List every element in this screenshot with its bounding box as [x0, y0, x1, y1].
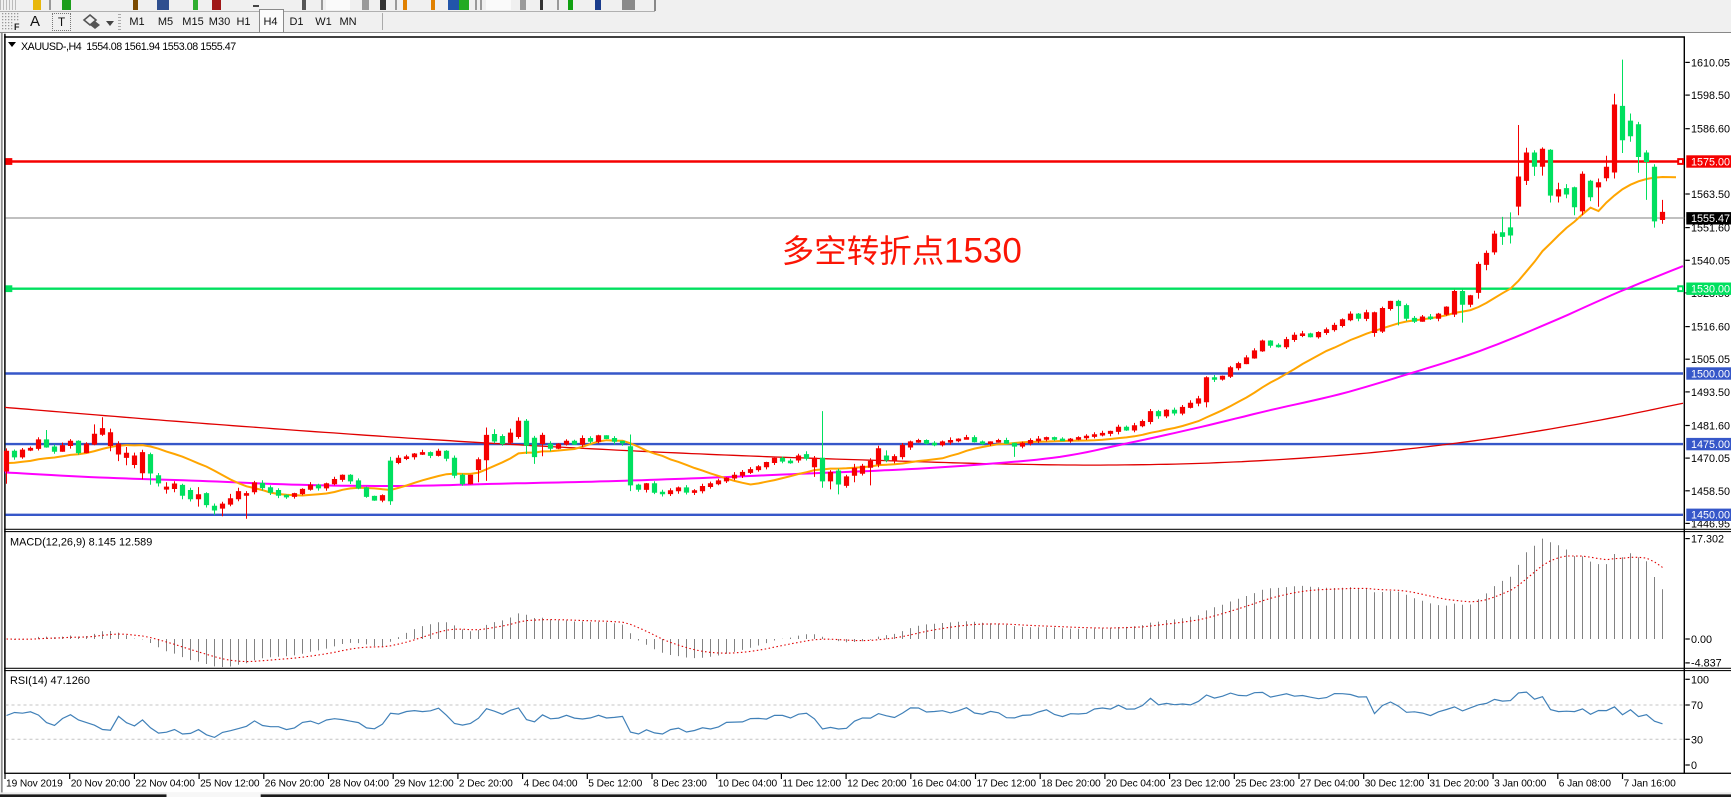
svg-text:25 Nov 12:00: 25 Nov 12:00 — [200, 779, 260, 790]
svg-text:100: 100 — [1691, 674, 1709, 686]
svg-text:30 Dec 12:00: 30 Dec 12:00 — [1365, 779, 1425, 790]
svg-text:MACD(12,26,9) 8.145 12.589: MACD(12,26,9) 8.145 12.589 — [10, 537, 152, 549]
svg-text:1530.00: 1530.00 — [1691, 284, 1730, 296]
svg-text:17 Dec 12:00: 17 Dec 12:00 — [977, 779, 1037, 790]
svg-text:6 Jan 08:00: 6 Jan 08:00 — [1559, 779, 1612, 790]
svg-text:1470.05: 1470.05 — [1691, 453, 1730, 465]
svg-text:1446.95: 1446.95 — [1691, 518, 1730, 530]
svg-text:1493.50: 1493.50 — [1691, 387, 1730, 399]
svg-text:1540.05: 1540.05 — [1691, 255, 1730, 267]
svg-text:1598.50: 1598.50 — [1691, 90, 1730, 102]
svg-text:70: 70 — [1691, 700, 1703, 712]
svg-text:5 Dec 12:00: 5 Dec 12:00 — [588, 779, 642, 790]
svg-text:23 Dec 12:00: 23 Dec 12:00 — [1171, 779, 1231, 790]
svg-text:1475.00: 1475.00 — [1691, 439, 1730, 451]
svg-text:1575.00: 1575.00 — [1691, 156, 1730, 168]
svg-text:1530: 1530 — [944, 232, 1022, 271]
svg-text:1458.50: 1458.50 — [1691, 486, 1730, 498]
svg-text:18 Dec 20:00: 18 Dec 20:00 — [1041, 779, 1101, 790]
svg-text:1481.60: 1481.60 — [1691, 421, 1730, 433]
svg-text:1505.05: 1505.05 — [1691, 354, 1730, 366]
svg-text:1500.00: 1500.00 — [1691, 368, 1730, 380]
svg-text:4 Dec 04:00: 4 Dec 04:00 — [524, 779, 578, 790]
svg-text:1450.00: 1450.00 — [1691, 510, 1730, 522]
svg-text:RSI(14) 47.1260: RSI(14) 47.1260 — [10, 675, 90, 687]
svg-text:0.00: 0.00 — [1691, 634, 1712, 646]
svg-text:11 Dec 12:00: 11 Dec 12:00 — [782, 779, 841, 790]
svg-text:1555.47: 1555.47 — [1691, 213, 1730, 225]
svg-text:27 Dec 04:00: 27 Dec 04:00 — [1300, 779, 1360, 790]
svg-text:26 Nov 20:00: 26 Nov 20:00 — [265, 779, 325, 790]
svg-text:22 Nov 04:00: 22 Nov 04:00 — [135, 779, 195, 790]
svg-text:8 Dec 23:00: 8 Dec 23:00 — [653, 779, 707, 790]
svg-text:7 Jan 16:00: 7 Jan 16:00 — [1624, 779, 1677, 790]
svg-text:10 Dec 04:00: 10 Dec 04:00 — [718, 779, 778, 790]
svg-text:12 Dec 20:00: 12 Dec 20:00 — [847, 779, 907, 790]
svg-text:2 Dec 20:00: 2 Dec 20:00 — [459, 779, 513, 790]
svg-text:25 Dec 23:00: 25 Dec 23:00 — [1235, 779, 1295, 790]
svg-text:XAUUSD-,H4 1554.08 1561.94 15: XAUUSD-,H4 1554.08 1561.94 1553.08 1555.… — [21, 41, 236, 53]
svg-text:1610.05: 1610.05 — [1691, 57, 1730, 69]
svg-text:17.302: 17.302 — [1691, 534, 1724, 546]
svg-text:0: 0 — [1691, 760, 1697, 772]
svg-text:20 Nov 20:00: 20 Nov 20:00 — [71, 779, 131, 790]
svg-text:1551.60: 1551.60 — [1691, 223, 1730, 235]
svg-text:19 Nov 2019: 19 Nov 2019 — [6, 779, 63, 790]
svg-text:16 Dec 04:00: 16 Dec 04:00 — [912, 779, 972, 790]
svg-text:31 Dec 20:00: 31 Dec 20:00 — [1429, 779, 1489, 790]
svg-text:20 Dec 04:00: 20 Dec 04:00 — [1106, 779, 1166, 790]
svg-text:1563.50: 1563.50 — [1691, 189, 1730, 201]
svg-text:-4.837: -4.837 — [1691, 658, 1722, 670]
svg-text:1586.60: 1586.60 — [1691, 124, 1730, 136]
svg-text:28 Nov 04:00: 28 Nov 04:00 — [330, 779, 390, 790]
svg-text:30: 30 — [1691, 734, 1703, 746]
svg-text:29 Nov 12:00: 29 Nov 12:00 — [394, 779, 454, 790]
svg-text:3 Jan 00:00: 3 Jan 00:00 — [1494, 779, 1547, 790]
svg-text:1516.60: 1516.60 — [1691, 322, 1730, 334]
